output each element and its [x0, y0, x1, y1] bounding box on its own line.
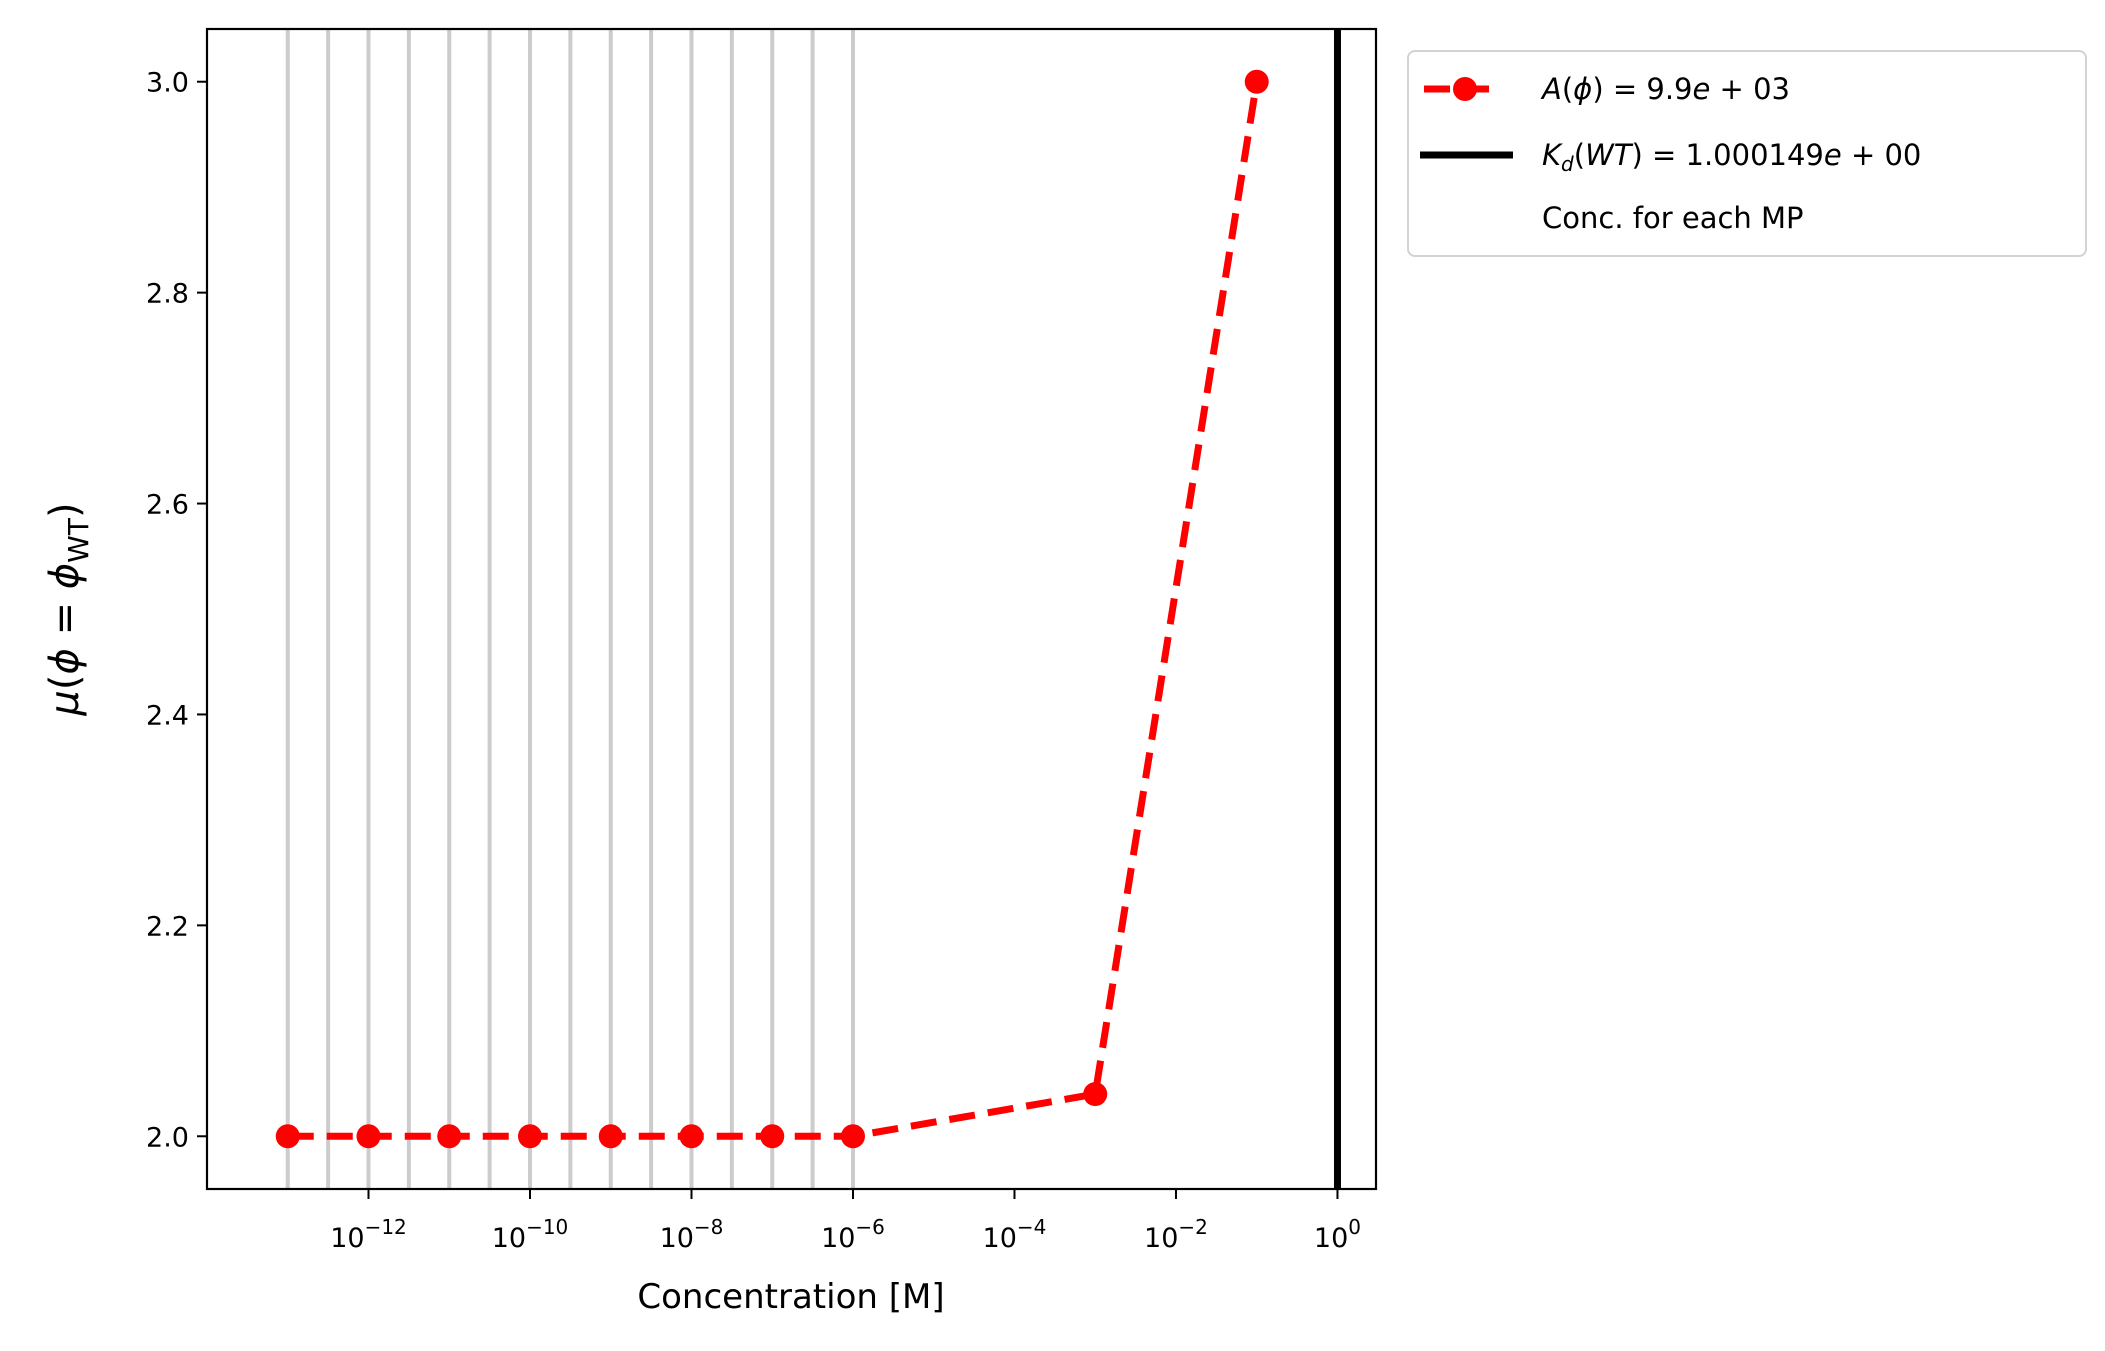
y-axis-ticks: 2.0 2.2 2.4 2.6 2.8 3.0	[146, 68, 207, 1153]
y-label-eq: =	[42, 589, 88, 648]
x-tick-label: 10−6	[821, 1215, 885, 1254]
y-tick-label: 2.4	[146, 700, 189, 731]
data-point	[437, 1124, 462, 1149]
data-point	[840, 1124, 865, 1149]
legend-series-a: A	[1540, 72, 1562, 106]
data-point	[517, 1124, 542, 1149]
legend-series-e: e	[1692, 72, 1710, 106]
series-line	[287, 81, 1261, 1140]
y-tick-label: 2.0	[146, 1122, 189, 1153]
legend-series-label: A(ϕ) = 9.9e + 03	[1540, 72, 1790, 106]
y-axis-label: μ(ϕ = ϕWT)	[42, 502, 95, 716]
data-point	[356, 1124, 381, 1149]
legend-series-tail: + 03	[1710, 72, 1790, 106]
legend-kd-k: K	[1542, 138, 1563, 172]
mp-concentration-lines	[285, 29, 855, 1189]
legend-kd-wt: WT	[1585, 138, 1634, 172]
y-label-close: )	[42, 502, 88, 518]
y-label-phi: ϕ	[42, 648, 88, 674]
legend-kd-label: Kd(WT) = 1.000149e + 00	[1542, 138, 1921, 176]
x-tick-label: 10−12	[330, 1215, 407, 1254]
x-tick-label: 10−8	[660, 1215, 724, 1254]
y-tick-label: 2.8	[146, 279, 189, 310]
data-point	[679, 1124, 704, 1149]
x-tick-label: 10−10	[492, 1215, 569, 1254]
legend-mp-label: Conc. for each MP	[1542, 201, 1804, 235]
legend-kd-tail: + 00	[1842, 138, 1922, 172]
legend-series-rest: ) = 9.9	[1592, 72, 1692, 106]
y-label-sub: WT	[62, 517, 95, 563]
data-point	[760, 1124, 785, 1149]
x-tick-label: 10−4	[983, 1215, 1047, 1254]
y-label-phi2: ϕ	[42, 563, 88, 589]
data-point	[1244, 69, 1269, 94]
legend-kd-open: (	[1574, 138, 1585, 172]
series-markers	[275, 69, 1269, 1149]
data-point	[598, 1124, 623, 1149]
legend-box	[1407, 50, 2087, 257]
y-tick-label: 2.6	[146, 490, 189, 521]
y-tick-label: 2.2	[146, 911, 189, 942]
x-axis-ticks: 10−12 10−10 10−8 10−6 10−4 10−2 100	[330, 1189, 1361, 1254]
x-tick-label: 10−2	[1144, 1215, 1208, 1254]
legend-series-open: (	[1562, 72, 1573, 106]
x-axis-label: Concentration [M]	[637, 1277, 944, 1317]
y-label-mu: μ	[42, 690, 88, 716]
legend-kd-rest: ) = 1.000149	[1631, 138, 1823, 172]
y-tick-label: 3.0	[146, 68, 189, 99]
x-tick-label: 100	[1314, 1215, 1361, 1254]
legend-series-phi: ϕ	[1573, 72, 1592, 106]
data-point	[1083, 1082, 1108, 1107]
legend: A(ϕ) = 9.9e + 03 Kd(WT) = 1.000149e + 00…	[1407, 50, 2087, 257]
legend-kd-e: e	[1824, 138, 1842, 172]
legend-series-swatch-marker	[1453, 77, 1477, 101]
legend-kd-d: d	[1561, 152, 1574, 176]
plot-frame	[205, 27, 1378, 1191]
data-point	[275, 1124, 300, 1149]
y-label-open: (	[42, 675, 88, 691]
